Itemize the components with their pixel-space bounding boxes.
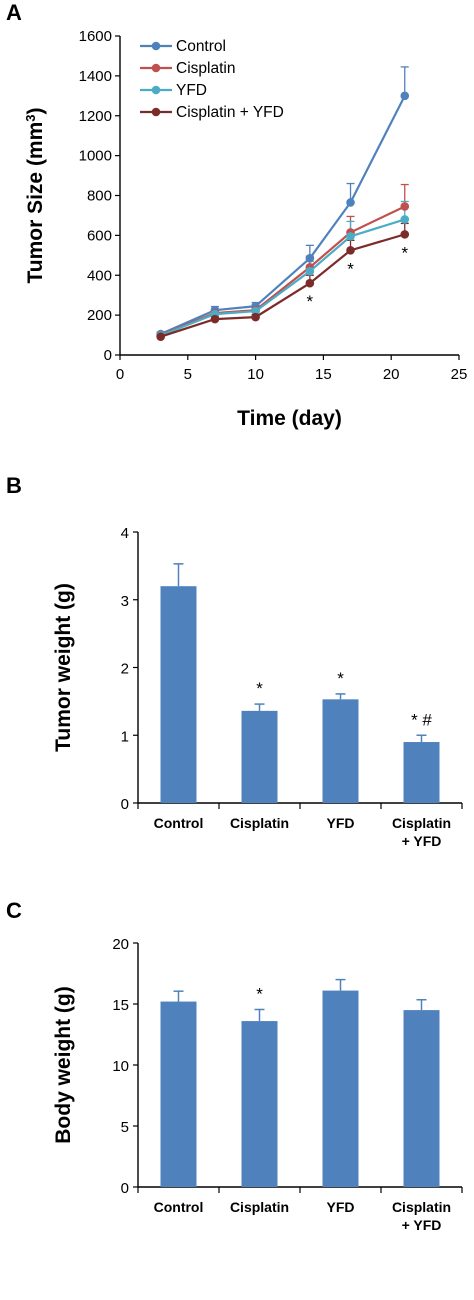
panel-letter-a: A — [6, 0, 22, 25]
significance-mark: * # — [411, 710, 432, 729]
y-tick-label: 1400 — [79, 68, 112, 85]
legend-marker — [151, 41, 161, 51]
y-axis-title: Tumor Size (mm3) — [23, 107, 48, 283]
bar — [403, 1010, 440, 1187]
legend-label: Cisplatin — [176, 60, 235, 77]
series-line — [160, 233, 406, 338]
data-point — [346, 198, 355, 207]
y-tick-label: 1600 — [79, 28, 112, 45]
legend-label: Control — [176, 38, 226, 55]
y-tick-label: 800 — [87, 188, 112, 205]
category-label: Cisplatin — [392, 1199, 451, 1215]
y-axis-title-superscript: 3 — [23, 114, 38, 121]
y-tick-label: 1200 — [79, 108, 112, 125]
category-label: Control — [154, 1199, 204, 1215]
bar — [160, 1001, 197, 1187]
y-tick-label: 400 — [87, 267, 112, 284]
y-tick-label: 15 — [112, 997, 129, 1014]
data-point — [400, 202, 410, 211]
data-point — [400, 91, 410, 101]
significance-mark: * — [256, 984, 263, 1003]
body-weight-bar-chart: 0 5 10 15 20 Control * Cisplatin YFD Cisplatin + Y… — [52, 936, 463, 1233]
tumor-weight-bar-chart: 0 1 2 3 4 Control * Cisplatin * YFD * # Cisplatin + … — [52, 525, 463, 849]
legend-marker — [151, 107, 161, 117]
significance-mark: * — [347, 259, 354, 278]
category-label: Cisplatin — [230, 1199, 289, 1215]
significance-mark: * — [401, 243, 408, 262]
data-point — [305, 266, 315, 276]
x-tick-label: 10 — [247, 366, 264, 383]
y-tick-label: 1 — [121, 728, 129, 745]
y-tick-label: 20 — [112, 936, 129, 953]
category-label: YFD — [327, 815, 355, 831]
bar — [241, 1021, 278, 1187]
legend-label: YFD — [176, 82, 207, 99]
tumor-size-line-chart: 0 200 400 600 800 1000 1200 1400 1600 0 5 10 15 20 25 T… — [23, 28, 468, 430]
category-label: Cisplatin — [392, 815, 451, 831]
data-point — [305, 254, 315, 263]
data-point — [305, 278, 315, 288]
x-tick-label: 25 — [451, 366, 468, 383]
x-tick-label: 5 — [184, 366, 192, 383]
x-tick-label: 0 — [116, 366, 124, 383]
y-tick-label: 4 — [121, 525, 129, 542]
data-point — [346, 232, 355, 241]
legend-label: Cisplatin + YFD — [176, 104, 284, 121]
category-label: Cisplatin — [230, 815, 289, 831]
bar — [160, 586, 197, 803]
y-tick-label: 0 — [104, 347, 112, 364]
y-axis-title-main: Tumor Size (mm — [24, 122, 47, 284]
category-label: Control — [154, 815, 204, 831]
y-tick-label: 0 — [121, 1180, 129, 1197]
bar — [322, 699, 359, 803]
legend-marker — [151, 63, 161, 73]
y-tick-label: 3 — [121, 593, 129, 610]
category-label-line2: + YFD — [402, 833, 442, 849]
significance-mark: * — [337, 669, 344, 688]
panel-letter-c: C — [6, 898, 22, 923]
data-point — [251, 312, 260, 322]
data-point — [346, 246, 355, 255]
data-point — [400, 215, 410, 224]
y-tick-label: 5 — [121, 1119, 129, 1136]
y-axis-title-close: ) — [24, 107, 47, 114]
series-line — [160, 95, 406, 336]
y-tick-label: 2 — [121, 661, 129, 678]
data-point — [400, 230, 410, 239]
series-line — [160, 218, 406, 337]
significance-mark: * — [307, 292, 314, 311]
category-label-line2: + YFD — [402, 1217, 442, 1233]
y-tick-label: 200 — [87, 307, 112, 324]
bar — [403, 742, 440, 803]
y-tick-label: 1000 — [79, 148, 112, 165]
series-line — [160, 205, 406, 337]
data-point — [251, 306, 260, 316]
significance-mark: * — [256, 679, 263, 698]
y-tick-label: 0 — [121, 796, 129, 813]
panel-letter-b: B — [6, 473, 22, 498]
legend-marker — [151, 85, 161, 95]
data-point — [156, 332, 165, 341]
x-tick-label: 15 — [315, 366, 332, 383]
bar — [322, 990, 359, 1187]
y-axis-title: Body weight (g) — [52, 986, 75, 1143]
y-axis-title: Tumor weight (g) — [52, 583, 75, 752]
x-axis-title: Time (day) — [237, 407, 342, 430]
x-tick-label: 20 — [383, 366, 400, 383]
y-tick-label: 600 — [87, 227, 112, 244]
data-point — [210, 314, 220, 324]
category-label: YFD — [327, 1199, 355, 1215]
y-tick-label: 10 — [112, 1058, 129, 1075]
bar — [241, 710, 278, 803]
